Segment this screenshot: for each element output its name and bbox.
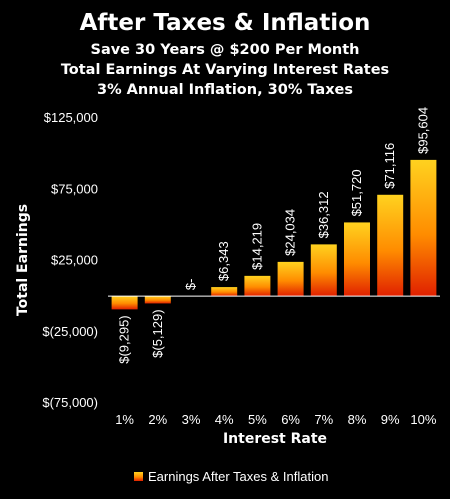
y-tick-label: $(75,000) [42,395,98,410]
data-label: $6,343 [216,241,231,281]
x-tick-label: 4% [215,412,234,427]
data-label: $(5,129) [150,309,165,357]
x-tick-label: 9% [381,412,400,427]
y-tick-label: $75,000 [51,181,98,196]
data-label: $14,219 [249,223,264,270]
x-tick-label: 2% [148,412,167,427]
data-label: $- [183,279,198,291]
x-tick-label: 5% [248,412,267,427]
x-tick-label: 6% [281,412,300,427]
bar [144,296,171,304]
bar [244,275,271,297]
x-tick-label: 1% [115,412,134,427]
x-axis-title: Interest Rate [223,431,327,447]
data-labels: $(9,295) $(5,129) $- $6,343 $14,219 $24,034 $3… [117,107,431,364]
y-tick-label: $25,000 [51,253,98,268]
bar [410,159,437,297]
chart-title: After Taxes & Inflation [80,10,371,36]
y-tick-label: $125,000 [44,110,98,125]
x-tick-label: 7% [314,412,333,427]
y-tick-label: $(25,000) [42,324,98,339]
x-tick-label: 3% [182,412,201,427]
bar [344,222,370,297]
y-axis-title: Total Earnings [15,204,31,316]
data-label: $71,116 [382,143,397,189]
data-label: $24,034 [283,209,298,256]
legend: Earnings After Taxes & Inflation [134,469,328,484]
chart-subtitle-2: Total Earnings At Varying Interest Rates [61,62,389,78]
legend-label: Earnings After Taxes & Inflation [148,469,328,484]
y-axis-ticks: $125,000 $75,000 $25,000 $(25,000) $(75,000) [42,110,98,410]
data-label: $51,720 [349,169,364,216]
chart-subtitle-1: Save 30 Years @ $200 Per Month [91,42,360,58]
data-label: $95,604 [415,107,430,154]
x-axis-ticks: 1% 2% 3% 4% 5% 6% 7% 8% 9% 10% [115,412,437,427]
x-tick-label: 10% [410,412,436,427]
bars [111,159,437,310]
bar [310,244,337,297]
bar [111,296,138,310]
bar [211,287,238,297]
data-label: $36,312 [316,191,331,238]
chart-subtitle-3: 3% Annual Inflation, 30% Taxes [97,82,353,98]
x-tick-label: 8% [348,412,367,427]
bar [377,194,404,297]
legend-swatch [134,472,143,481]
bar [277,261,304,297]
data-label: $(9,295) [117,315,132,363]
